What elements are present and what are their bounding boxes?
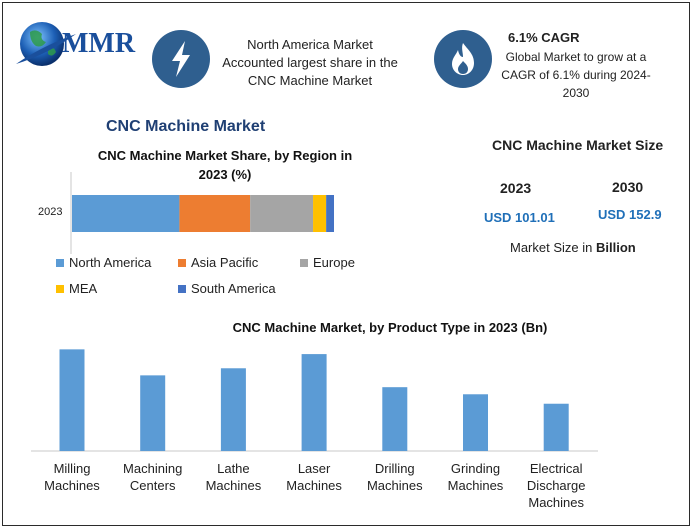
product-category-label: Grinding Machines (436, 460, 516, 494)
info-line: Accounted largest share in the (222, 55, 398, 70)
north-america-info: North America Market Accounted largest s… (218, 36, 402, 90)
product-category-label-line: Centers (129, 478, 176, 493)
main-title: CNC Machine Market (106, 118, 266, 135)
market-size-unit: Market Size in Billion (510, 240, 636, 255)
legend-label: South America (191, 281, 276, 296)
info-line: Global Market to grow at a (505, 50, 647, 64)
product-category-label-line: Machines (205, 478, 262, 493)
region-chart-title-line: CNC Machine Market Share, by Region in (97, 148, 353, 163)
product-category-label-line: Lathe (217, 461, 250, 476)
legend-swatch (56, 258, 64, 267)
info-line: CNC Machine Market (247, 73, 373, 88)
product-category-label-line: Drilling (374, 461, 415, 476)
logo-text: MMR (62, 28, 136, 59)
product-category-label-line: Machines (447, 478, 504, 493)
product-category-label-line: Machining (123, 461, 183, 476)
legend-label: Europe (313, 255, 355, 270)
product-category-label-line: Milling (53, 461, 91, 476)
globe-icon (16, 22, 76, 66)
mmr-logo (10, 18, 140, 78)
legend-label: MEA (69, 281, 98, 296)
legend-swatch (178, 284, 186, 293)
product-category-label: Machining Centers (113, 460, 193, 494)
product-category-label: Electrical Discharge Machines (516, 460, 596, 511)
legend-asia-pacific: Asia Pacific (178, 255, 258, 270)
product-category-label-line: Laser (297, 461, 331, 476)
legend-swatch (300, 258, 308, 267)
legend-swatch (56, 284, 64, 293)
legend-mea: MEA (56, 281, 97, 296)
region-row-label: 2023 (38, 206, 63, 218)
market-value-2023: USD 101.01 (484, 210, 555, 225)
region-chart-title-line: 2023 (%) (198, 167, 252, 182)
lightning-bolt-icon (152, 30, 210, 88)
legend-europe: Europe (300, 255, 355, 270)
year-2030: 2030 (612, 179, 644, 195)
cagr-title: 6.1% CAGR (508, 30, 580, 45)
product-category-label-line: Machines (286, 478, 342, 493)
legend-south-america: South America (178, 281, 276, 296)
product-category-label-line: Machines (366, 478, 423, 493)
legend-label: North America (69, 255, 152, 270)
product-category-label: Lathe Machines (193, 460, 273, 494)
market-value-2030: USD 152.9 (598, 207, 662, 222)
year-2023: 2023 (500, 180, 532, 196)
product-category-label: Laser Machines (274, 460, 354, 494)
product-category-label-line: Machines (44, 478, 100, 493)
unit-prefix: Market Size in (510, 240, 596, 255)
product-chart-title: CNC Machine Market, by Product Type in 2… (232, 320, 548, 335)
product-category-label-line: Grinding (450, 461, 501, 476)
product-category-label-line: Discharge (526, 478, 586, 493)
market-size-title: CNC Machine Market Size (492, 137, 664, 153)
info-line: 2030 (562, 86, 590, 100)
product-category-label: Milling Machines (32, 460, 112, 494)
legend-label: Asia Pacific (191, 255, 259, 270)
product-category-label-line: Electrical (529, 461, 583, 476)
cagr-info: Global Market to grow at a CAGR of 6.1% … (496, 48, 656, 102)
unit-bold: Billion (595, 240, 636, 255)
legend-swatch (178, 258, 186, 267)
region-chart-title: CNC Machine Market Share, by Region in 2… (80, 146, 370, 184)
info-line: North America Market (247, 37, 373, 52)
legend-north-america: North America (56, 255, 151, 270)
product-category-label: Drilling Machines (355, 460, 435, 494)
flame-icon (434, 30, 492, 88)
product-category-label-line: Machines (528, 495, 584, 510)
info-line: CAGR of 6.1% during 2024- (501, 68, 651, 82)
